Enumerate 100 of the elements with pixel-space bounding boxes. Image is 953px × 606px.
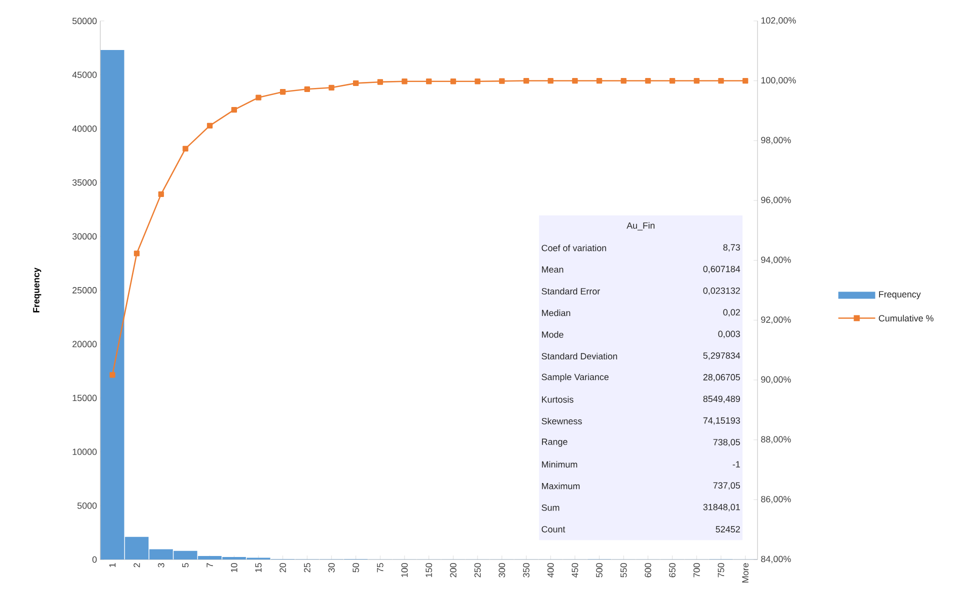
x-tick-label: 3 [158, 562, 164, 568]
y-tick-label: 30000 [72, 233, 97, 240]
y2-tick-label: 92,00% [761, 316, 791, 324]
point [256, 94, 262, 100]
y-tick-label: 15000 [72, 394, 97, 401]
x-tick-label: 30 [328, 562, 335, 572]
annotation: 31848,01 [703, 504, 740, 512]
x-tick-label: 750 [718, 562, 724, 578]
point [523, 78, 530, 84]
point [158, 191, 164, 197]
x-tick-label: 7 [206, 562, 213, 568]
x-tick-label: 300 [498, 562, 506, 578]
point [206, 122, 213, 128]
x-tick-label: 2 [134, 562, 140, 568]
x-tick-label: 25 [304, 562, 310, 572]
x-tick-label: 500 [596, 562, 602, 578]
x-tick-label: 20 [280, 562, 286, 572]
annotation: Mode [542, 330, 564, 338]
point [328, 84, 334, 90]
point [426, 78, 432, 84]
point [402, 78, 408, 84]
y2-tick-label: 88,00% [761, 436, 791, 444]
x-tick-label: 600 [644, 562, 652, 578]
annotation: Au_Fin [626, 222, 654, 230]
point [742, 78, 748, 84]
point [669, 78, 676, 84]
annotation: 8549,489 [703, 395, 740, 403]
x-tick-label: 100 [401, 562, 408, 577]
point [304, 86, 310, 92]
x-tick-label: 250 [474, 562, 481, 578]
point [134, 250, 140, 256]
x-tick-label: 50 [352, 562, 360, 572]
annotation: Standard Error [542, 288, 600, 294]
x-tick-label: 450 [572, 562, 578, 578]
x-tick-label: 200 [450, 562, 456, 578]
x-tick-label: 400 [547, 562, 554, 578]
x-tick-label: 650 [669, 562, 676, 578]
annotation: -1 [732, 461, 740, 468]
y-tick-label: 50000 [72, 18, 97, 24]
point [572, 78, 578, 84]
y-axis-title: Frequency [33, 267, 42, 312]
y2-tick-label: 94,00% [761, 256, 791, 264]
annotation: Minimum [542, 460, 578, 468]
x-tick-label: 700 [693, 562, 700, 578]
x-tick-label: 10 [230, 562, 238, 572]
point [548, 78, 554, 84]
annotation: Count [542, 526, 566, 532]
y-tick-label: 20000 [72, 340, 97, 348]
y2-tick-label: 102,00% [761, 17, 796, 24]
legend-label: Frequency [879, 291, 921, 300]
y-tick-label: 10000 [72, 448, 97, 455]
annotation: 74,15193 [703, 417, 740, 425]
x-tick-label: 550 [620, 562, 627, 578]
y2-tick-label: 86,00% [761, 496, 791, 504]
point [353, 80, 359, 86]
annotation: Median [542, 309, 570, 316]
annotation: Kurtosis [542, 396, 574, 402]
point [182, 146, 188, 152]
y-tick-label: 45000 [72, 71, 97, 78]
x-tick-label: 15 [255, 562, 262, 572]
annotation: 52452 [716, 526, 740, 532]
y2-tick-label: 96,00% [761, 196, 791, 204]
point [620, 78, 626, 84]
annotation: Standard Deviation [542, 352, 618, 360]
annotation: 0,607184 [703, 266, 740, 274]
x-tick-label: 5 [182, 562, 189, 568]
annotation: Coef of variation [542, 244, 606, 251]
point [694, 78, 700, 84]
y2-tick-label: 90,00% [761, 376, 791, 384]
point [474, 78, 480, 84]
annotation: 28,06705 [703, 374, 740, 382]
point [499, 78, 505, 84]
x-tick-label: 1 [109, 562, 116, 567]
annotation: Sum [542, 504, 560, 511]
point [110, 372, 116, 378]
y2-tick-label: 100,00% [761, 76, 796, 84]
legend-label: Cumulative % [878, 314, 934, 322]
x-tick-label: 350 [523, 562, 530, 578]
annotation: 0,02 [723, 308, 740, 316]
annotation: 738,05 [713, 438, 740, 446]
y2-tick-label: 84,00% [761, 556, 791, 564]
annotation: 8,73 [723, 244, 740, 252]
x-tick-label: 150 [426, 562, 432, 577]
point [645, 78, 651, 84]
annotation: Range [542, 438, 568, 447]
point [231, 106, 237, 112]
annotation: Maximum [542, 482, 580, 490]
annotation: 0,023132 [703, 287, 740, 295]
y-tick-label: 40000 [72, 125, 97, 132]
point [596, 78, 602, 84]
x-tick-label: More [742, 562, 748, 582]
y-tick-label: 0 [92, 556, 97, 563]
point [718, 78, 724, 84]
annotation: Mean [542, 266, 564, 272]
point [280, 88, 286, 94]
point [377, 78, 384, 85]
annotation: 5,297834 [703, 352, 740, 360]
annotation: Skewness [542, 418, 582, 424]
point [450, 78, 456, 84]
y2-tick-label: 98,00% [761, 136, 791, 144]
